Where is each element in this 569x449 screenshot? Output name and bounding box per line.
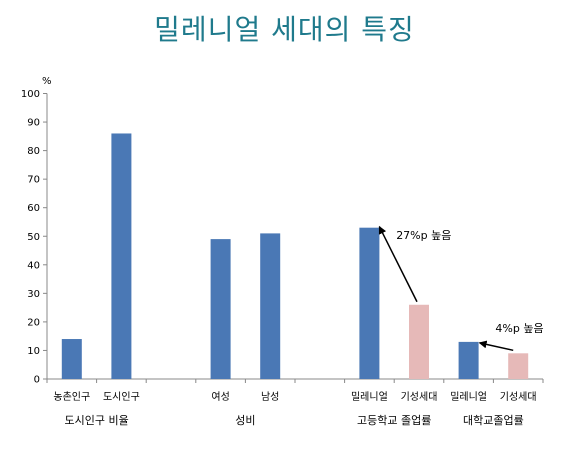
- y-axis-label: %: [42, 76, 52, 87]
- annotation-arrow: [478, 340, 514, 352]
- group-label: 도시인구 비율: [64, 414, 128, 427]
- bar: [260, 233, 281, 379]
- annotation-label: 4%p 높음: [495, 322, 543, 335]
- category-label: 여성: [211, 391, 229, 403]
- bar: [111, 133, 132, 379]
- y-tick-label: 100: [21, 89, 40, 100]
- bar: [359, 227, 380, 379]
- y-tick-label: 90: [27, 118, 40, 129]
- annotation-label: 27%p 높음: [396, 229, 451, 242]
- category-label: 밀레니얼: [450, 391, 487, 403]
- y-tick-label: 50: [27, 232, 40, 243]
- y-tick-label: 40: [27, 260, 40, 271]
- y-tick-label: 10: [27, 346, 40, 357]
- category-label: 도시인구: [103, 391, 140, 403]
- bar: [210, 239, 231, 379]
- group-label: 대학교졸업률: [463, 414, 524, 427]
- bar: [409, 304, 429, 379]
- y-tick-label: 20: [27, 317, 40, 328]
- category-label: 기성세대: [500, 391, 537, 403]
- bar: [61, 339, 82, 379]
- category-label: 기성세대: [401, 391, 438, 403]
- y-tick-label: 70: [27, 175, 40, 186]
- group-label: 성비: [235, 414, 255, 427]
- y-tick-label: 60: [27, 203, 40, 214]
- group-label: 고등학교 졸업률: [357, 414, 431, 427]
- category-label: 남성: [261, 391, 279, 403]
- bar: [458, 341, 479, 379]
- y-tick-label: 0: [34, 375, 40, 386]
- chart-title: 밀레니얼 세대의 특징: [154, 13, 415, 46]
- category-label: 밀레니얼: [351, 391, 388, 403]
- annotation-arrow: [378, 225, 418, 303]
- category-label: 농촌인구: [53, 391, 90, 403]
- y-tick-label: 30: [27, 289, 40, 300]
- y-tick-label: 80: [27, 146, 40, 157]
- bar: [508, 353, 529, 379]
